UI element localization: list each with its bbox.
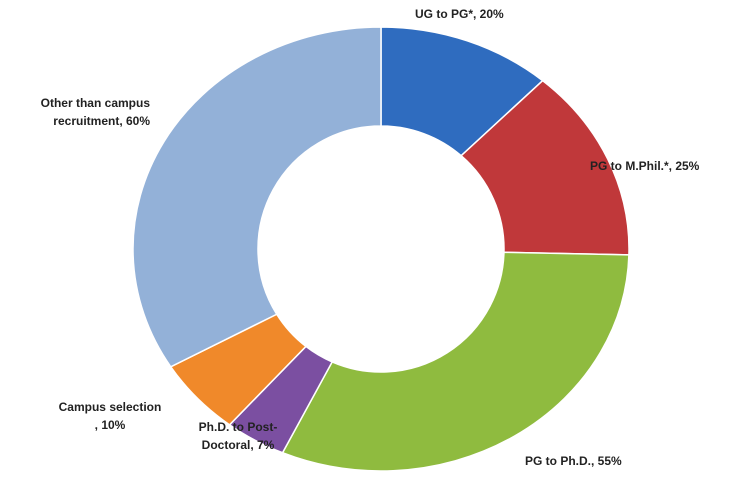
data-label: Campus selection: [59, 400, 162, 414]
data-label: Ph.D. to Post-: [199, 420, 278, 434]
data-label: Doctoral, 7%: [202, 438, 275, 452]
donut-slice: [132, 26, 382, 368]
data-label: , 10%: [95, 418, 126, 432]
data-label: PG to M.Phil.*, 25%: [590, 159, 700, 173]
data-label: PG to Ph.D., 55%: [525, 454, 622, 468]
donut-slice: [281, 251, 630, 472]
data-label: Other than campus: [41, 96, 151, 110]
data-label: recruitment, 60%: [53, 114, 150, 128]
data-label: UG to PG*, 20%: [415, 7, 504, 21]
donut-slice: [460, 79, 630, 256]
